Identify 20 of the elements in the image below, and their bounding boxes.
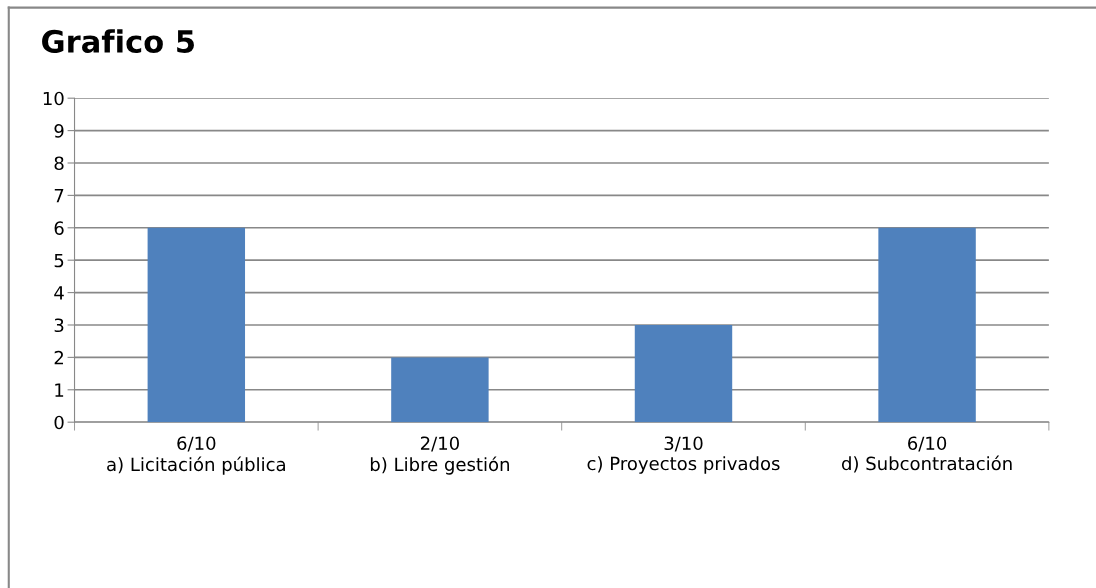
y-tick-label: 3 xyxy=(54,318,64,333)
x-tick-label: 3/10 c) Proyectos privados xyxy=(587,436,780,474)
bar xyxy=(147,227,246,423)
y-tick-label: 0 xyxy=(54,415,64,430)
y-tick-label: 5 xyxy=(54,253,64,268)
bar xyxy=(878,227,976,423)
chart-title: Grafico 5 xyxy=(42,29,194,53)
y-tick-label: 9 xyxy=(54,124,64,138)
y-tick-label: 4 xyxy=(54,286,64,300)
y-tick-label: 2 xyxy=(54,350,63,365)
y-tick-label: 7 xyxy=(54,189,64,203)
x-tick-label: 6/10 d) Subcontratación xyxy=(841,436,1012,473)
bar xyxy=(391,357,489,423)
x-tick-label: 2/10 b) Libre gestión xyxy=(370,436,509,475)
y-tick-label: 10 xyxy=(43,91,64,106)
y-tick-label: 1 xyxy=(55,383,64,397)
y-tick-label: 6 xyxy=(54,221,64,235)
x-tick-label: 6/10 a) Licitación pública xyxy=(107,436,285,475)
bar xyxy=(634,324,733,423)
y-tick-label: 8 xyxy=(54,156,64,171)
